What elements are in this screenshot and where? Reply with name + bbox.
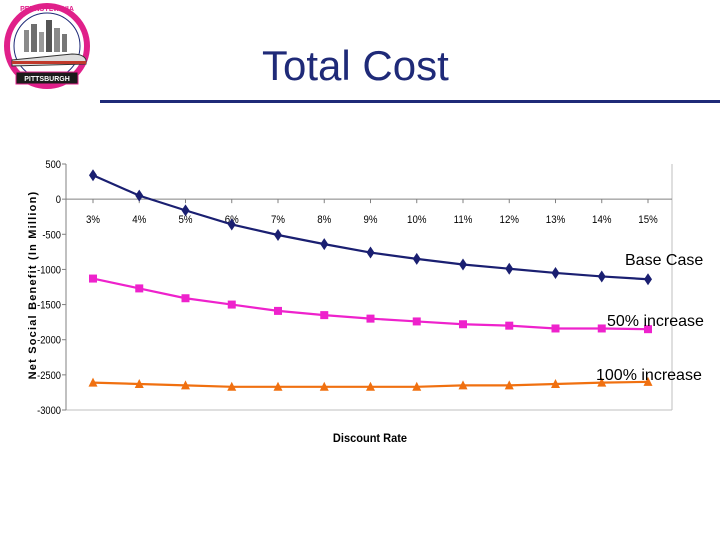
data-point bbox=[273, 381, 283, 391]
chart-ticks: 5000-500-1000-1500-2000-2500-30003%4%5%6… bbox=[37, 159, 658, 417]
data-point bbox=[504, 380, 514, 390]
data-point bbox=[320, 238, 329, 251]
data-point bbox=[644, 273, 652, 286]
data-point bbox=[505, 262, 514, 275]
data-point bbox=[181, 294, 190, 303]
data-point bbox=[89, 274, 97, 283]
data-point bbox=[412, 381, 422, 391]
x-tick-label: 4% bbox=[132, 215, 146, 227]
chart-series bbox=[88, 169, 653, 391]
callout-50-increase: 50% increase bbox=[607, 313, 704, 330]
x-tick-label: 11% bbox=[454, 215, 473, 227]
data-point bbox=[459, 258, 467, 271]
data-point bbox=[274, 306, 282, 315]
data-point bbox=[597, 270, 606, 283]
data-point bbox=[551, 266, 560, 279]
data-point bbox=[459, 320, 467, 329]
data-point bbox=[551, 378, 560, 388]
series-100-increase bbox=[88, 376, 653, 391]
data-point bbox=[644, 325, 652, 334]
data-point bbox=[366, 314, 375, 323]
x-tick-label: 8% bbox=[317, 215, 331, 227]
x-tick-label: 15% bbox=[638, 215, 657, 227]
data-point bbox=[412, 252, 421, 265]
data-point bbox=[597, 377, 607, 387]
series-line-base-case bbox=[92, 174, 649, 281]
data-point bbox=[274, 228, 282, 241]
svg-text:PENNSYLVANIA: PENNSYLVANIA bbox=[20, 6, 74, 13]
x-tick-label: 10% bbox=[407, 215, 426, 227]
slide-title: Total Cost bbox=[262, 42, 449, 89]
data-point bbox=[181, 380, 190, 390]
callout-100-increase: 100% increase bbox=[596, 367, 702, 384]
y-tick-label: -2000 bbox=[37, 335, 61, 347]
y-tick-label: -1000 bbox=[37, 265, 61, 277]
data-point bbox=[320, 311, 329, 320]
x-axis-label: Discount Rate bbox=[333, 433, 408, 445]
data-point bbox=[227, 381, 237, 391]
y-axis-label: Net Social Benefit (In Million) bbox=[27, 191, 39, 380]
x-tick-label: 12% bbox=[500, 215, 519, 227]
y-tick-label: -1500 bbox=[37, 300, 61, 312]
x-tick-label: 3% bbox=[86, 215, 100, 227]
x-tick-label: 5% bbox=[179, 215, 193, 227]
data-point bbox=[366, 381, 375, 391]
data-point bbox=[89, 169, 97, 182]
data-point bbox=[412, 317, 421, 326]
data-point bbox=[134, 378, 144, 388]
data-point bbox=[227, 300, 236, 309]
y-tick-label: -2500 bbox=[37, 370, 61, 382]
x-tick-label: 9% bbox=[364, 215, 378, 227]
y-tick-label: 0 bbox=[56, 195, 61, 207]
chart-axes bbox=[65, 164, 673, 411]
data-point bbox=[319, 381, 329, 391]
data-point bbox=[366, 246, 375, 259]
title-divider bbox=[100, 100, 720, 103]
data-point bbox=[597, 324, 606, 333]
x-tick-label: 14% bbox=[592, 215, 611, 227]
y-tick-label: 500 bbox=[45, 159, 61, 171]
data-point bbox=[227, 218, 236, 231]
svg-text:PITTSBURGH: PITTSBURGH bbox=[24, 76, 70, 83]
y-tick-label: -3000 bbox=[37, 405, 61, 417]
callout-base-case: Base Case bbox=[625, 252, 704, 269]
data-point bbox=[551, 324, 560, 333]
x-tick-label: 7% bbox=[271, 215, 285, 227]
data-point bbox=[88, 377, 98, 387]
data-point bbox=[643, 376, 653, 386]
data-point bbox=[181, 204, 190, 217]
x-tick-label: 13% bbox=[546, 215, 565, 227]
maglev-pennsylvania-logo: PITTSBURGH PENNSYLVANIA bbox=[4, 3, 90, 89]
y-tick-label: -500 bbox=[42, 230, 61, 242]
data-point bbox=[135, 189, 144, 202]
data-point bbox=[458, 380, 468, 390]
data-point bbox=[505, 321, 514, 330]
series-50-increase bbox=[89, 274, 652, 334]
data-point bbox=[135, 284, 144, 293]
series-base-case bbox=[89, 169, 652, 286]
